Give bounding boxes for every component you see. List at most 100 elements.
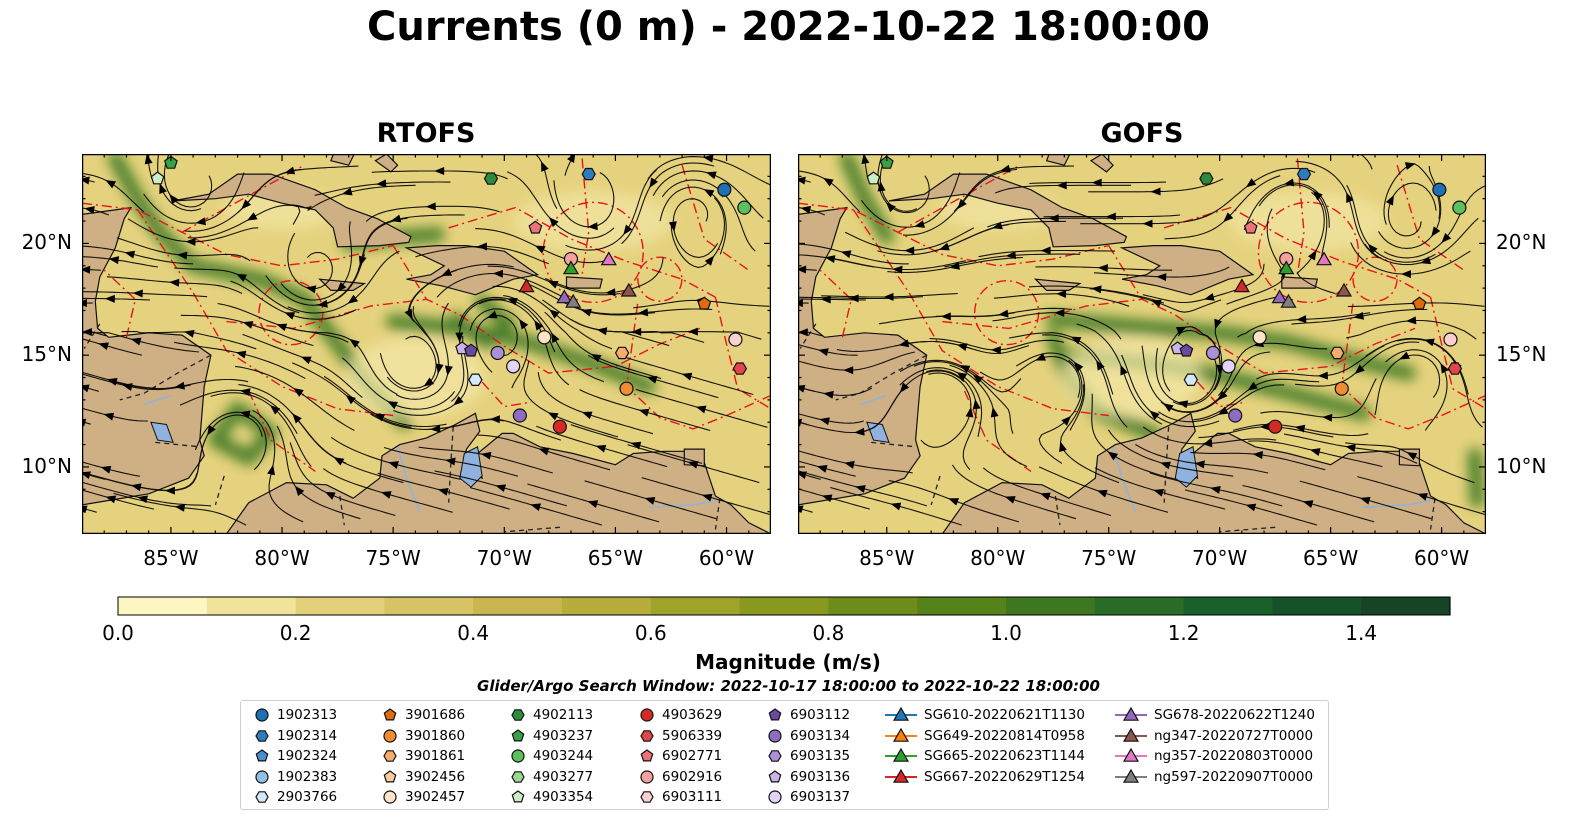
legend-label: ng357-20220803T0000: [1154, 748, 1314, 764]
legend-item: 6903136: [766, 767, 850, 787]
flow-arrow: [84, 206, 95, 214]
observation-markers: [150, 155, 752, 434]
flow-arrow: [1096, 489, 1108, 498]
colorbar-label: Magnitude (m/s): [695, 650, 881, 674]
lon-tick-label: 65°W: [1303, 546, 1359, 570]
flow-arrow: [519, 319, 529, 330]
legend-item: 3901860: [381, 726, 465, 746]
flow-arrow: [130, 483, 142, 492]
colorbar-bin: [1183, 597, 1273, 615]
flow-arrow: [235, 350, 247, 359]
flow-arrow: [1302, 500, 1314, 508]
flow-arrow: [82, 176, 90, 185]
flow-arrow: [1312, 190, 1323, 201]
flow-arrow: [547, 412, 559, 421]
flow-arrow: [1346, 192, 1354, 203]
flow-arrow: [1177, 400, 1189, 409]
flow-arrow: [1150, 299, 1162, 308]
legend-item: 3901861: [381, 746, 465, 766]
flow-arrow: [333, 457, 345, 466]
flow-arrow: [177, 251, 188, 260]
flow-arrow: [103, 412, 115, 421]
flow-arrow: [890, 502, 902, 511]
streamline-arrows: [82, 154, 728, 514]
flow-arrow: [1142, 219, 1153, 228]
legend-label: 6903137: [790, 789, 851, 805]
lon-tick-label: 70°W: [476, 546, 532, 570]
flow-arrow: [798, 418, 803, 427]
colorbar-tick-label: 0.4: [457, 621, 490, 645]
flow-arrow: [104, 294, 115, 303]
flow-arrow: [1059, 441, 1067, 453]
flow-arrow: [82, 384, 90, 393]
legend-argo-symbol: [768, 750, 782, 762]
legend-glider-symbol: [1115, 768, 1147, 783]
legend-item: 4902113: [509, 705, 593, 725]
current-speed-field: [838, 154, 1486, 509]
land-hispaniola: [404, 244, 540, 296]
flow-arrow: [105, 179, 117, 189]
map-panel-rtofs: [82, 154, 771, 534]
flow-arrow: [82, 265, 91, 274]
argo-float-marker: [614, 346, 630, 360]
lat-tick-label: 20°N: [1496, 230, 1547, 255]
legend-argo-symbol: [511, 749, 525, 763]
flow-arrow: [305, 285, 317, 294]
flow-arrow: [541, 161, 549, 172]
lake-nicaragua: [866, 421, 890, 444]
lon-tick-label: 85°W: [859, 546, 915, 570]
flow-arrow: [681, 372, 693, 381]
flow-arrow: [1296, 315, 1307, 324]
legend-label: SG667-20220629T1254: [924, 768, 1085, 785]
glider-marker: [565, 293, 582, 308]
flow-arrow: [1245, 503, 1257, 512]
lakes: [866, 421, 1199, 488]
flow-arrow: [387, 401, 398, 410]
legend-label: SG649-20220814T0958: [924, 727, 1085, 744]
colorbar-bin: [828, 597, 918, 615]
legend-item: 4903277: [509, 767, 593, 787]
legend-item: 4903244: [509, 746, 593, 766]
flow-arrow: [972, 374, 984, 384]
flow-arrow: [105, 495, 117, 504]
legend-argo-symbol: [511, 770, 525, 783]
colorbar-tick-label: 0.0: [102, 621, 134, 645]
flow-arrow: [959, 365, 971, 374]
flow-arrow: [823, 177, 834, 187]
flow-arrow: [341, 187, 353, 196]
legend-argo-symbol: [511, 790, 525, 803]
legend-item: ng347-20220727T0000: [1114, 726, 1313, 746]
flow-arrow: [1048, 214, 1059, 223]
flow-arrow: [164, 486, 175, 495]
legend-item: 6902916: [638, 767, 722, 787]
flow-arrow: [425, 202, 436, 211]
flow-arrow: [294, 485, 305, 497]
legend-label: SG678-20220622T1240: [1154, 707, 1315, 723]
argo-float-marker: [1205, 345, 1221, 361]
flow-arrow: [972, 399, 981, 410]
flow-arrow: [899, 382, 910, 393]
flow-arrow: [1252, 451, 1263, 459]
legend-label: 5906339: [662, 727, 723, 744]
flow-arrow: [1217, 390, 1228, 401]
legend-label: 6903134: [790, 727, 851, 744]
legend: 1902313 1902314 1902324 1902383 2903766 39016…: [240, 700, 1329, 810]
legend-argo-symbol: [511, 728, 525, 741]
flow-arrow: [1424, 338, 1435, 347]
argo-float-marker: [717, 182, 732, 197]
flow-arrow: [82, 299, 87, 308]
flow-arrow: [1214, 318, 1222, 330]
lon-tick-label: 60°W: [698, 546, 755, 570]
lake-nicaragua: [150, 421, 174, 444]
legend-label: 6903112: [790, 707, 851, 723]
flow-arrow: [965, 407, 974, 418]
flow-arrow: [1345, 444, 1356, 452]
legend-argo-symbol: [511, 709, 525, 721]
flow-arrow: [1156, 273, 1167, 282]
colorbar-bin: [917, 597, 1007, 615]
lakes: [150, 421, 483, 488]
flow-arrow: [489, 415, 500, 424]
flow-arrow: [376, 179, 387, 188]
flow-arrow: [824, 255, 836, 264]
legend-argo-symbol: [640, 791, 654, 803]
